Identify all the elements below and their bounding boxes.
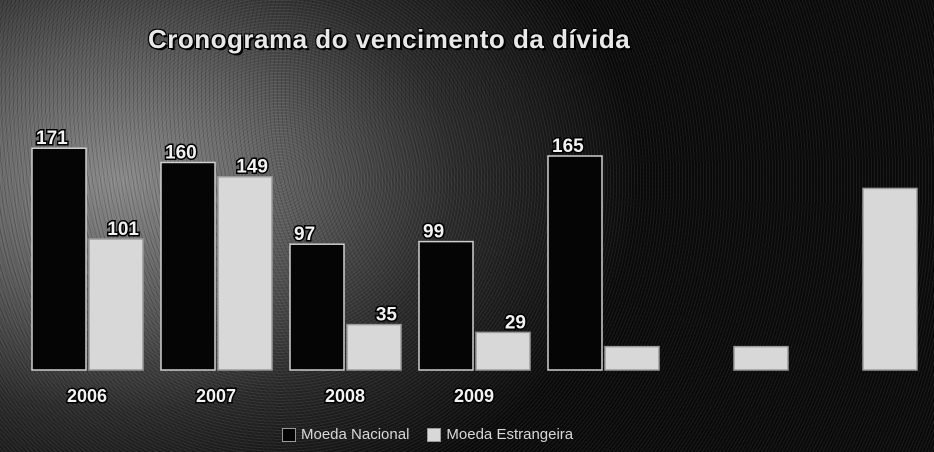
x-tick-label-2006: 2006 [67,386,107,406]
data-label-moeda-nacional-2: 97 [294,224,315,245]
data-label-moeda-nacional-4: 165 [552,136,584,157]
x-tick-label-2009: 2009 [454,386,494,406]
bar-moeda-estrangeira-1 [217,175,273,371]
data-label-moeda-estrangeira-3: 29 [505,312,526,333]
legend: Moeda Nacional Moeda Estrangeira [282,426,573,443]
bar-moeda-nacional-3 [418,240,474,371]
data-label-moeda-estrangeira-0: 101 [107,219,139,240]
legend-label-moeda-estrangeira: Moeda Estrangeira [446,426,574,443]
data-label-moeda-nacional-0: 171 [36,128,68,149]
data-label-moeda-nacional-1: 160 [165,142,197,163]
bar-moeda-nacional-2 [289,243,345,371]
bar-moeda-nacional-4 [547,155,603,371]
bar-moeda-estrangeira-6 [862,187,918,371]
x-tick-label-2007: 2007 [196,386,236,406]
legend-item-moeda-nacional: Moeda Nacional [282,426,409,443]
legend-swatch-moeda-nacional [282,427,296,442]
bar-moeda-estrangeira-3 [475,331,531,371]
bar-moeda-nacional-0 [31,147,87,371]
legend-swatch-moeda-estrangeira [427,427,442,442]
data-label-moeda-nacional-3: 99 [423,222,444,243]
legend-item-moeda-estrangeira: Moeda Estrangeira [427,426,573,443]
data-label-moeda-estrangeira-2: 35 [376,305,398,326]
bar-moeda-estrangeira-4 [604,345,660,371]
bar-moeda-estrangeira-2 [346,323,402,371]
legend-label-moeda-nacional: Moeda Nacional [301,426,410,443]
x-tick-label-2008: 2008 [325,386,365,406]
chart-title: Cronograma do vencimento da dívida [148,24,631,54]
bar-moeda-estrangeira-5 [733,345,789,371]
bar-moeda-nacional-1 [160,161,216,371]
data-label-moeda-estrangeira-1: 149 [236,157,268,178]
bar-moeda-estrangeira-0 [88,238,144,371]
